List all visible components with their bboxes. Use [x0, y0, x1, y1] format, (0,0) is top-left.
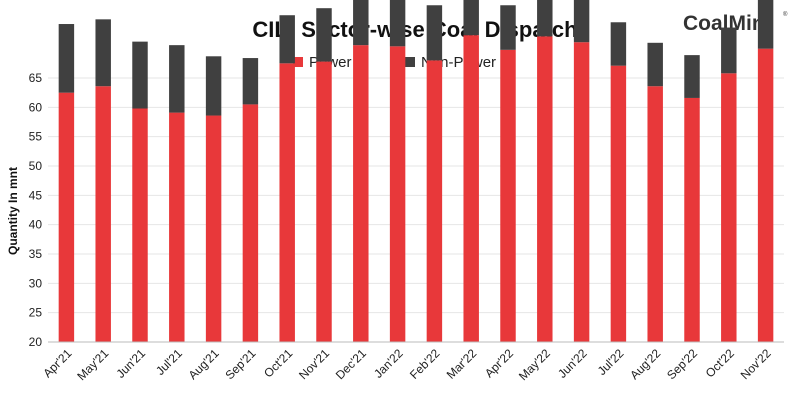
- bar-power-18: [721, 73, 737, 342]
- y-tick-label: 45: [29, 188, 43, 202]
- x-tick-label: Mar'22: [444, 346, 480, 382]
- bar-power-9: [389, 46, 406, 342]
- bar-non-power-13: [537, 0, 553, 37]
- brand-logo-registered: ®: [783, 11, 788, 18]
- y-tick-label: 35: [29, 247, 43, 261]
- bar-non-power-3: [169, 45, 185, 113]
- x-tick-label: Dec'21: [333, 346, 369, 382]
- x-tick-label: May'21: [74, 346, 111, 383]
- x-tick-label: Nov'21: [296, 346, 332, 382]
- x-tick-label: Sep'22: [664, 346, 700, 382]
- x-tick-label: Jul'22: [595, 346, 627, 378]
- bar-non-power-18: [721, 27, 737, 74]
- y-axis-ticks: 20 25 30 35 40 45 50 55 60 65: [29, 71, 43, 349]
- bar-power-0: [58, 92, 75, 343]
- bar-power-19: [757, 48, 774, 343]
- bar-non-power-14: [573, 0, 590, 43]
- y-tick-label: 20: [29, 335, 43, 349]
- x-tick-label: Apr'21: [40, 346, 74, 380]
- y-tick-label: 25: [29, 306, 43, 320]
- bar-non-power-15: [610, 22, 627, 66]
- bar-power-6: [279, 63, 295, 342]
- x-tick-label: Oct'22: [703, 346, 737, 380]
- bar-non-power-16: [647, 42, 663, 87]
- bar-power-8: [353, 45, 369, 342]
- y-tick-label: 40: [29, 218, 43, 232]
- y-tick-label: 55: [29, 130, 43, 144]
- bar-non-power-19: [757, 0, 774, 49]
- brand-logo: CoalMint ®: [683, 11, 788, 35]
- bar-power-14: [573, 42, 590, 343]
- x-tick-label: Nov'22: [738, 346, 774, 382]
- x-tick-label: Jun'22: [555, 346, 590, 381]
- bar-non-power-0: [58, 24, 75, 93]
- legend-swatch-power: [293, 57, 303, 67]
- bar-non-power-10: [426, 5, 443, 61]
- legend-swatch-non-power: [405, 57, 415, 67]
- bar-non-power-11: [463, 0, 479, 36]
- x-tick-label: May'22: [516, 346, 553, 383]
- bar-power-4: [205, 115, 222, 343]
- x-tick-label: Apr'22: [482, 346, 516, 380]
- y-tick-label: 65: [29, 71, 43, 85]
- bar-power-12: [500, 49, 516, 343]
- bar-power-16: [647, 86, 663, 342]
- bars: [58, 0, 774, 343]
- bar-non-power-12: [500, 5, 516, 50]
- x-axis-ticks: Apr'21 May'21 Jun'21 Jul'21 Aug'21 Sep'21 Oct'…: [40, 346, 774, 383]
- chart-title: CIL: Sector-wise Coal Dispatch: [252, 17, 577, 42]
- x-tick-label: Jun'21: [113, 346, 148, 381]
- bar-non-power-2: [132, 41, 148, 109]
- bar-non-power-1: [95, 19, 111, 87]
- x-tick-label: Feb'22: [407, 346, 443, 382]
- bar-non-power-9: [389, 0, 406, 47]
- bar-power-17: [684, 97, 700, 343]
- bar-power-7: [316, 61, 332, 342]
- bar-non-power-17: [684, 55, 700, 98]
- bar-non-power-4: [205, 56, 222, 116]
- grid-lines: [48, 77, 784, 314]
- bar-power-3: [169, 112, 185, 342]
- brand-logo-text: CoalMint: [683, 12, 772, 35]
- bar-non-power-8: [353, 0, 369, 46]
- bar-non-power-7: [316, 8, 332, 62]
- x-tick-label: Aug'21: [186, 346, 222, 382]
- x-tick-label: Sep'21: [222, 346, 258, 382]
- y-tick-label: 50: [29, 159, 43, 173]
- bar-power-10: [426, 60, 443, 343]
- bar-power-15: [610, 65, 627, 343]
- x-tick-label: Oct'21: [261, 346, 295, 380]
- y-axis-title: Quantity In mnt: [6, 167, 20, 255]
- bar-non-power-6: [279, 15, 295, 64]
- y-tick-label: 60: [29, 100, 43, 114]
- x-tick-label: Jan'22: [371, 346, 406, 381]
- x-tick-label: Jul'21: [153, 346, 185, 378]
- bar-power-1: [95, 86, 111, 342]
- bar-power-11: [463, 35, 479, 342]
- bar-power-5: [242, 104, 259, 343]
- bar-power-2: [132, 108, 148, 342]
- x-tick-label: Aug'22: [627, 346, 663, 382]
- bar-power-13: [537, 36, 553, 342]
- y-tick-label: 30: [29, 276, 43, 290]
- bar-non-power-5: [242, 58, 259, 105]
